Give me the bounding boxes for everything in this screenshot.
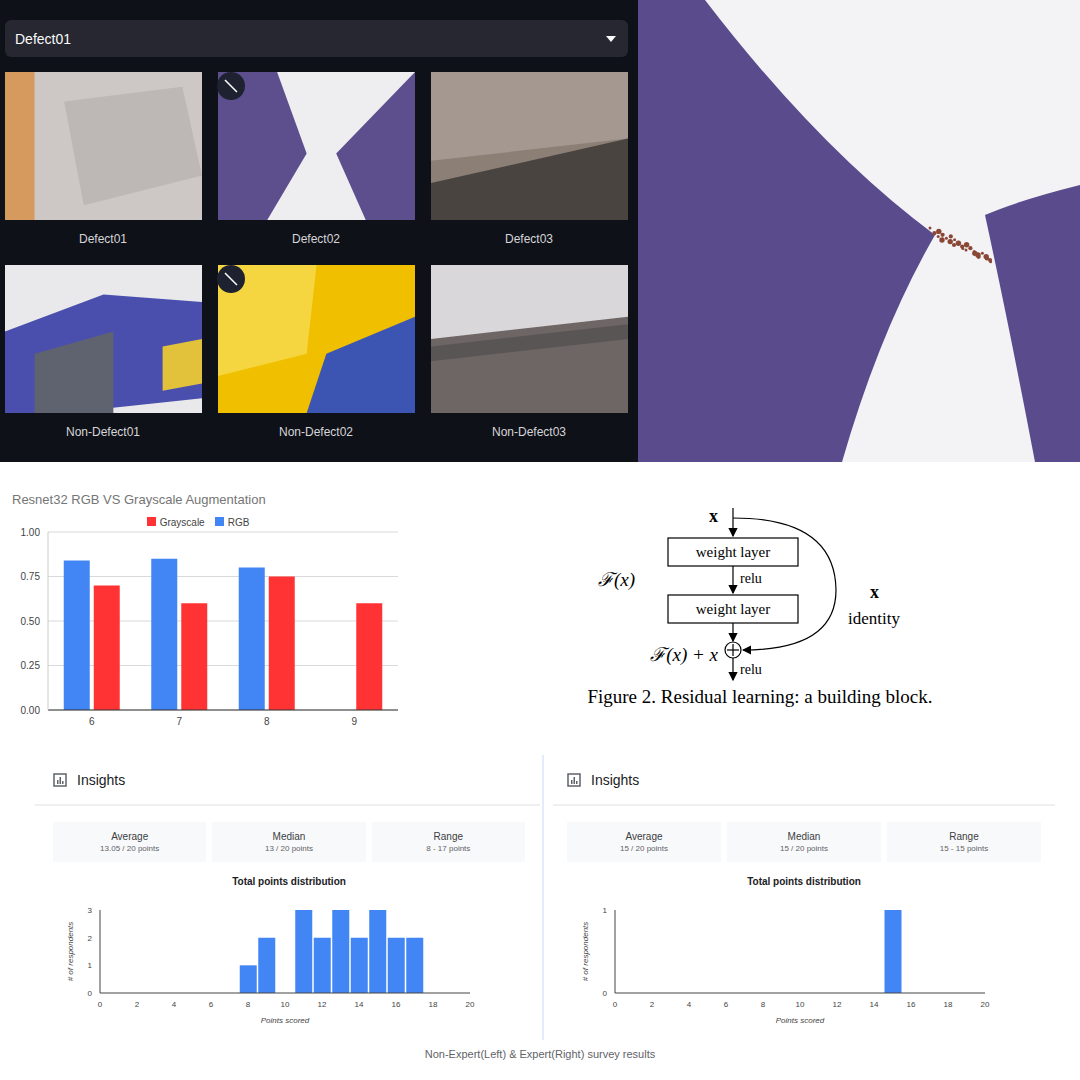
- svg-text:relu: relu: [740, 571, 762, 586]
- svg-text:8: 8: [264, 716, 270, 727]
- svg-text:16: 16: [392, 1000, 401, 1009]
- html-text:Median: Median: [272, 831, 306, 842]
- svg-text:# of respondents: # of respondents: [66, 922, 75, 982]
- svg-text:6: 6: [209, 1000, 214, 1009]
- html-text:Resnet32 RGB VS Grayscale Augm: Resnet32 RGB VS Grayscale Augmentation: [12, 492, 266, 507]
- html-text:Grayscale: Grayscale: [159, 517, 205, 528]
- html-text:RGB: RGB: [227, 517, 250, 528]
- html-text:15 / 20 points: 15 / 20 points: [620, 844, 668, 853]
- svg-text:0: 0: [613, 1000, 618, 1009]
- html-text:Total points distribution: Total points distribution: [747, 876, 861, 887]
- svg-text:# of respondents: # of respondents: [581, 922, 590, 982]
- html-text:Range: Range: [433, 831, 463, 842]
- html-text:15 / 20 points: 15 / 20 points: [780, 844, 828, 853]
- svg-text:identity: identity: [848, 609, 900, 628]
- svg-text:ℱ(x): ℱ(x): [598, 569, 635, 591]
- svg-text:14: 14: [870, 1000, 879, 1009]
- html-text:13 / 20 points: 13 / 20 points: [265, 844, 313, 853]
- svg-text:weight layer: weight layer: [696, 544, 771, 560]
- svg-text:20: 20: [466, 1000, 475, 1009]
- svg-text:Defect01: Defect01: [15, 31, 71, 47]
- svg-text:x: x: [870, 582, 879, 602]
- svg-text:10: 10: [281, 1000, 290, 1009]
- svg-text:1: 1: [603, 906, 608, 915]
- html-text:8 - 17 points: 8 - 17 points: [426, 844, 471, 853]
- svg-text:2: 2: [88, 934, 93, 943]
- svg-text:Figure 2. Residual learning: a: Figure 2. Residual learning: a building …: [587, 686, 932, 707]
- svg-text:x: x: [709, 506, 718, 526]
- svg-text:Points scored: Points scored: [261, 1016, 310, 1025]
- svg-text:16: 16: [907, 1000, 916, 1009]
- svg-text:9: 9: [351, 716, 357, 727]
- svg-text:1.00: 1.00: [21, 527, 41, 538]
- svg-text:2: 2: [135, 1000, 140, 1009]
- svg-text:Points scored: Points scored: [776, 1016, 825, 1025]
- svg-text:4: 4: [687, 1000, 692, 1009]
- svg-text:Non-Defect03: Non-Defect03: [492, 425, 566, 439]
- svg-text:3: 3: [88, 906, 93, 915]
- html-text:Range: Range: [949, 831, 979, 842]
- svg-text:0: 0: [98, 1000, 103, 1009]
- svg-text:6: 6: [89, 716, 95, 727]
- svg-text:12: 12: [833, 1000, 842, 1009]
- svg-text:14: 14: [355, 1000, 364, 1009]
- svg-text:8: 8: [761, 1000, 766, 1009]
- svg-text:relu: relu: [740, 662, 762, 677]
- svg-text:18: 18: [944, 1000, 953, 1009]
- svg-text:4: 4: [172, 1000, 177, 1009]
- svg-text:0.50: 0.50: [21, 616, 41, 627]
- html-text:Non-Expert(Left) & Expert(Righ: Non-Expert(Left) & Expert(Right) survey …: [424, 1048, 656, 1060]
- svg-text:2: 2: [650, 1000, 655, 1009]
- svg-text:18: 18: [429, 1000, 438, 1009]
- svg-text:10: 10: [796, 1000, 805, 1009]
- svg-text:8: 8: [246, 1000, 251, 1009]
- html-text:15 - 15 points: 15 - 15 points: [939, 844, 989, 853]
- svg-text:7: 7: [176, 716, 182, 727]
- svg-text:0.00: 0.00: [21, 705, 41, 716]
- svg-text:Non-Defect02: Non-Defect02: [279, 425, 353, 439]
- svg-text:Defect01: Defect01: [79, 232, 127, 246]
- svg-text:1: 1: [88, 961, 93, 970]
- html-text:Total points distribution: Total points distribution: [232, 876, 346, 887]
- svg-text:Defect02: Defect02: [292, 232, 340, 246]
- svg-text:12: 12: [318, 1000, 327, 1009]
- html-text:Average: Average: [111, 831, 149, 842]
- html-text:13.05 / 20 points: 13.05 / 20 points: [100, 844, 160, 853]
- svg-text:0: 0: [603, 989, 608, 998]
- svg-text:0.25: 0.25: [21, 660, 41, 671]
- svg-text:0: 0: [88, 989, 93, 998]
- svg-text:20: 20: [981, 1000, 990, 1009]
- html-text:Average: Average: [625, 831, 663, 842]
- html-text:Insights: Insights: [591, 772, 640, 788]
- svg-text:Non-Defect01: Non-Defect01: [66, 425, 140, 439]
- svg-text:ℱ(x) + x: ℱ(x) + x: [650, 644, 718, 666]
- svg-text:6: 6: [724, 1000, 729, 1009]
- svg-text:weight layer: weight layer: [696, 601, 771, 617]
- html-text:Insights: Insights: [77, 772, 126, 788]
- svg-text:Defect03: Defect03: [505, 232, 553, 246]
- html-text:Median: Median: [787, 831, 821, 842]
- svg-text:0.75: 0.75: [21, 571, 41, 582]
